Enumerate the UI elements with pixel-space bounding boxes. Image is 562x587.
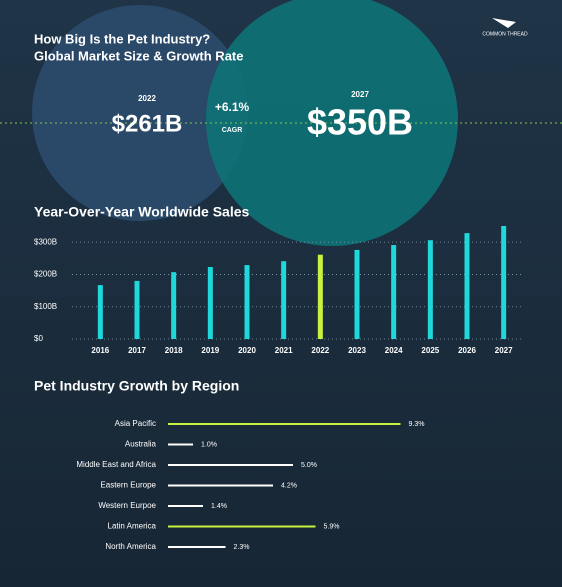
subtitle: Global Market Size & Growth Rate: [34, 48, 244, 63]
bar: [168, 484, 273, 487]
value-label: 1.4%: [211, 503, 227, 510]
x-tick-label: 2023: [348, 346, 366, 355]
logo-icon: [492, 18, 516, 28]
left-circle: [32, 5, 248, 221]
bar: [464, 233, 470, 339]
y-tick-label: $300B: [34, 237, 57, 246]
bar: [501, 226, 507, 339]
x-tick-label: 2024: [385, 346, 403, 355]
category-label: Australia: [125, 440, 157, 449]
bar: [168, 505, 203, 507]
y-tick-label: $200B: [34, 270, 57, 279]
bar: [134, 280, 140, 339]
left-value: $261B: [112, 110, 183, 137]
bar: [317, 254, 323, 339]
bar: [207, 267, 213, 339]
bar: [244, 265, 250, 339]
category-label: Asia Pacific: [115, 419, 156, 428]
x-tick-label: 2020: [238, 346, 256, 355]
bar: [168, 546, 226, 548]
bar: [168, 423, 401, 425]
x-tick-label: 2021: [275, 346, 293, 355]
value-label: 1.0%: [201, 441, 217, 448]
right-year: 2027: [351, 90, 369, 99]
category-label: Middle East and Africa: [76, 460, 156, 469]
growth: +6.1%: [215, 100, 250, 114]
logo: COMMON THREAD: [482, 31, 528, 37]
left-year: 2022: [138, 94, 156, 103]
bar: [354, 249, 360, 339]
x-tick-label: 2026: [458, 346, 476, 355]
value-label: 5.9%: [324, 523, 340, 530]
chart-title: Pet Industry Growth by Region: [34, 378, 239, 394]
x-tick-label: 2027: [495, 346, 513, 355]
bar: [168, 525, 316, 528]
growth-label: CAGR: [222, 127, 243, 134]
bar: [97, 285, 103, 339]
bar: [168, 443, 193, 446]
title: How Big Is the Pet Industry?: [34, 31, 210, 46]
x-tick-label: 2017: [128, 346, 146, 355]
category-label: Western Eurpoe: [98, 501, 156, 510]
value-label: 5.0%: [301, 462, 317, 469]
bar: [391, 245, 397, 339]
right-value: $350B: [307, 102, 413, 143]
x-tick-label: 2016: [91, 346, 109, 355]
x-tick-label: 2022: [311, 346, 329, 355]
category-label: North America: [105, 542, 156, 551]
y-tick-label: $0: [34, 334, 43, 343]
x-tick-label: 2019: [201, 346, 219, 355]
value-label: 4.2%: [281, 482, 297, 489]
bar: [171, 272, 177, 339]
category-label: Eastern Europe: [100, 481, 156, 490]
bar: [168, 464, 293, 466]
category-label: Latin America: [108, 522, 157, 531]
bar: [427, 240, 433, 339]
bar: [281, 261, 287, 339]
value-label: 9.3%: [409, 421, 425, 428]
y-tick-label: $100B: [34, 302, 57, 311]
chart-title: Year-Over-Year Worldwide Sales: [34, 204, 250, 220]
value-label: 2.3%: [234, 544, 250, 551]
x-tick-label: 2025: [421, 346, 439, 355]
x-tick-label: 2018: [165, 346, 183, 355]
